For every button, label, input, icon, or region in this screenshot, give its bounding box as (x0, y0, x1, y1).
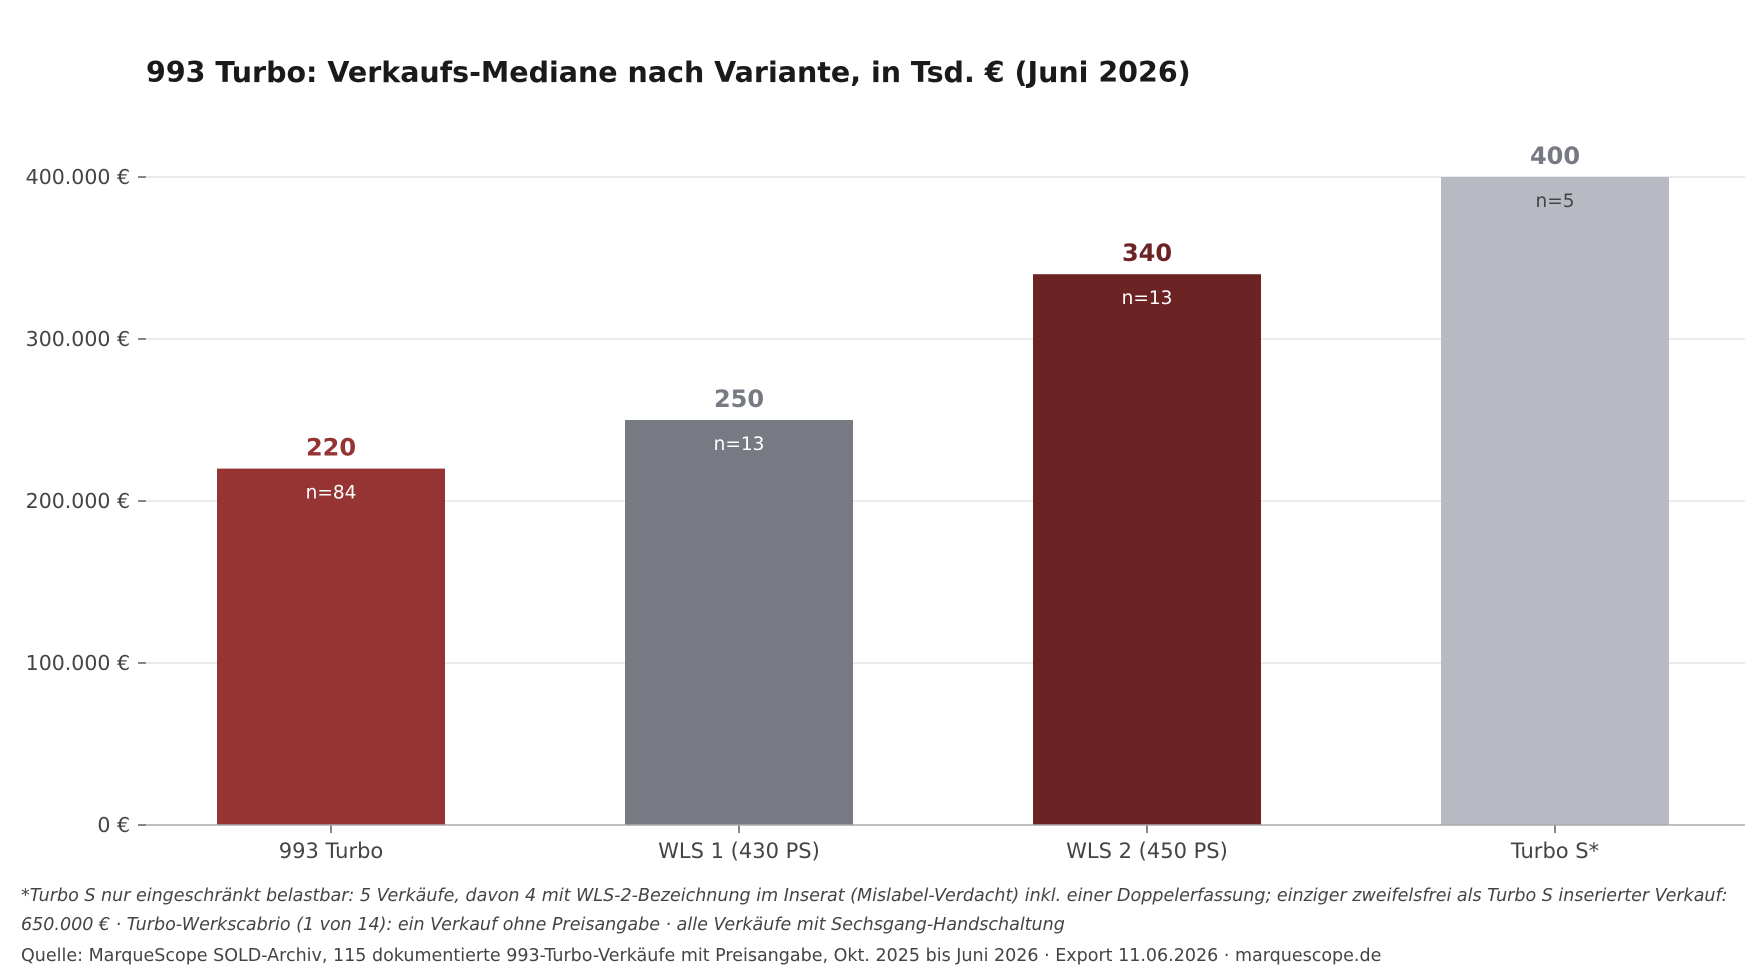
x-tick-label: Turbo S* (1510, 839, 1599, 863)
x-tick-label: WLS 2 (450 PS) (1066, 839, 1228, 863)
footnote-note: *Turbo S nur eingeschränkt belastbar: 5 … (21, 886, 1728, 935)
y-tick-label: 0 € (97, 813, 130, 837)
y-tick-label: 300.000 € (26, 327, 130, 351)
value-label: 400 (1530, 142, 1580, 170)
bar (1441, 177, 1669, 825)
bar (217, 468, 445, 825)
value-label: 220 (306, 434, 356, 462)
axis-layer: 0 € 100.000 € 200.000 € 300.000 € 400.000 € 9… (26, 165, 1745, 863)
bar (1033, 274, 1261, 825)
x-tick-label: 993 Turbo (279, 839, 384, 863)
bar-chart: 993 Turbo: Verkaufs-Mediane nach Variant… (26, 56, 1745, 863)
y-tick-label: 200.000 € (26, 489, 130, 513)
count-label: n=13 (714, 434, 765, 455)
y-tick-label: 400.000 € (26, 165, 130, 189)
chart-title: 993 Turbo: Verkaufs-Mediane nach Variant… (146, 56, 1191, 89)
x-tick-label: WLS 1 (430 PS) (658, 839, 820, 863)
bars-layer: 220 n=84 250 n=13 340 n=13 400 n=5 (217, 142, 1669, 825)
count-label: n=84 (306, 483, 357, 504)
bar (625, 420, 853, 825)
count-label: n=5 (1536, 191, 1575, 212)
footnote-source: Quelle: MarqueScope SOLD-Archiv, 115 dok… (21, 946, 1382, 966)
value-label: 340 (1122, 239, 1172, 267)
count-label: n=13 (1122, 288, 1173, 309)
y-tick-label: 100.000 € (26, 651, 130, 675)
value-label: 250 (714, 385, 764, 413)
